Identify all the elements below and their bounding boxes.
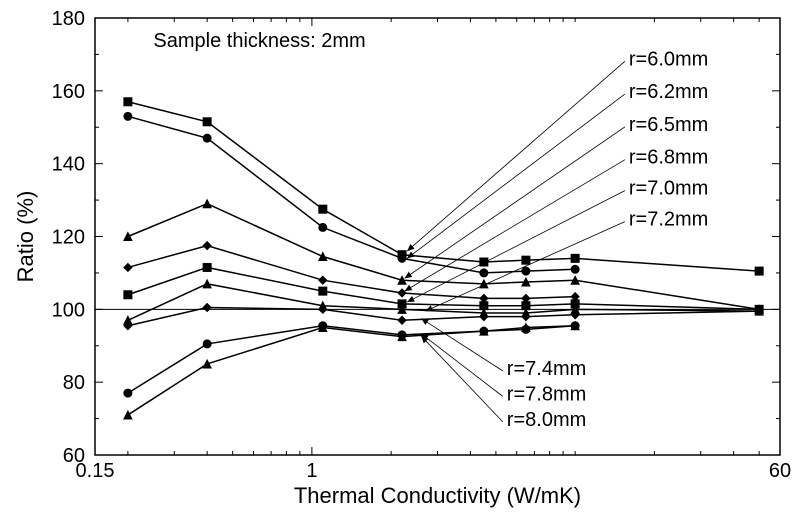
series-label: r=6.0mm xyxy=(629,48,708,70)
series-label: r=7.2mm xyxy=(629,209,708,231)
chart-container: 60801001201401601800.15160Thermal Conduc… xyxy=(0,0,800,513)
series-label: r=6.8mm xyxy=(629,147,708,169)
svg-text:160: 160 xyxy=(52,81,85,103)
svg-text:0.15: 0.15 xyxy=(76,460,115,482)
svg-text:120: 120 xyxy=(52,227,85,249)
series-r=7.2mm xyxy=(128,284,759,320)
series-label: r=7.0mm xyxy=(629,178,708,200)
svg-text:Ratio (%): Ratio (%) xyxy=(13,191,38,283)
series-label: r=8.0mm xyxy=(507,409,586,431)
series-label: r=7.4mm xyxy=(507,358,586,380)
svg-text:180: 180 xyxy=(52,8,85,30)
line-chart: 60801001201401601800.15160Thermal Conduc… xyxy=(0,0,800,513)
series-label: r=6.5mm xyxy=(629,114,708,136)
sample-thickness-note: Sample thickness: 2mm xyxy=(153,30,365,52)
svg-text:1: 1 xyxy=(306,460,317,482)
svg-text:80: 80 xyxy=(63,372,85,394)
svg-text:100: 100 xyxy=(52,299,85,321)
svg-text:60: 60 xyxy=(769,460,791,482)
series-label: r=6.2mm xyxy=(629,81,708,103)
series-label: r=7.8mm xyxy=(507,383,586,405)
svg-text:Thermal Conductivity (W/mK): Thermal Conductivity (W/mK) xyxy=(294,483,581,508)
svg-text:140: 140 xyxy=(52,154,85,176)
